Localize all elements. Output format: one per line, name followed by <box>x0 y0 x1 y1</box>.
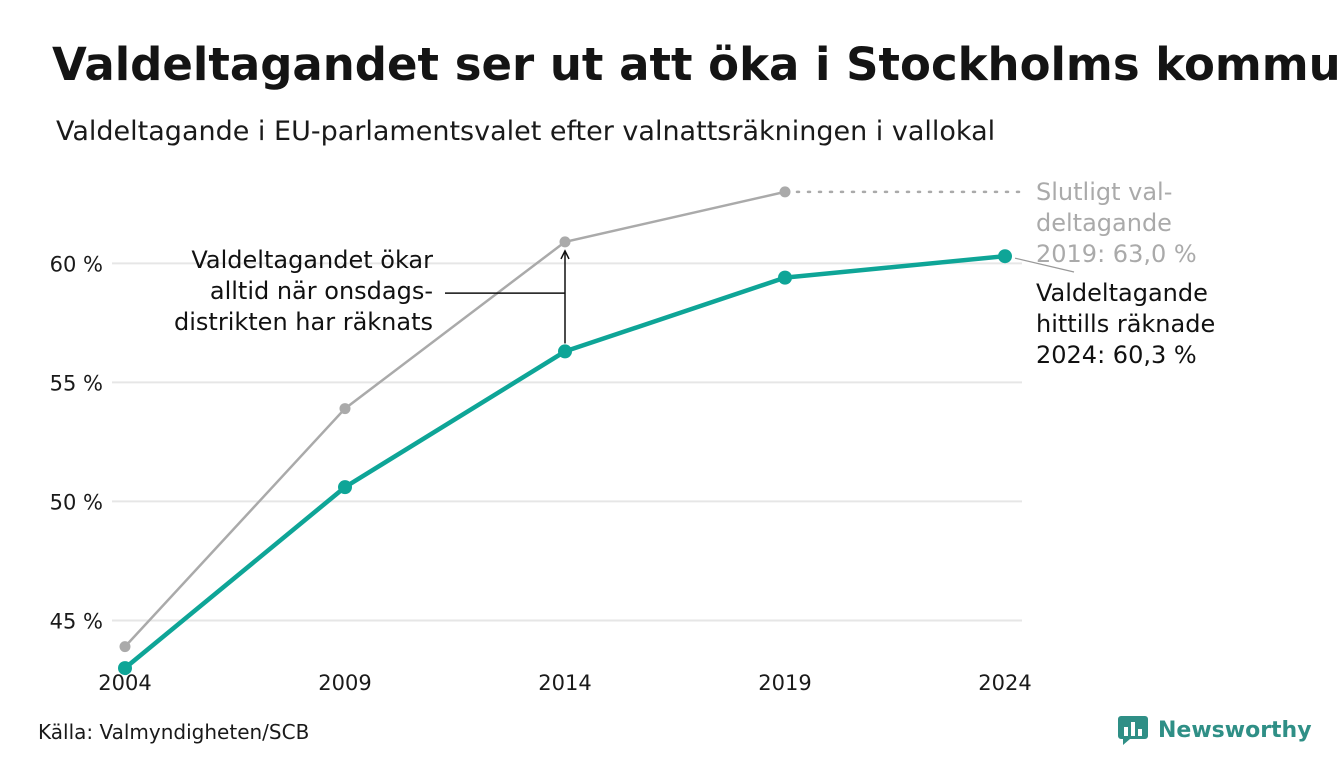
annotation-increase-text: Valdeltagandet ökar alltid när onsdags-di… <box>174 246 433 336</box>
final-turnout-point <box>119 641 131 653</box>
current-turnout-point <box>558 344 572 359</box>
final-turnout-point <box>339 403 351 415</box>
annotation-line: alltid när onsdags- <box>210 277 433 305</box>
final-turnout-label: Slutligt val-deltagande 2019: 63,0 % <box>1036 178 1197 268</box>
current-turnout-point <box>338 480 352 495</box>
brand: Newsworthy <box>1118 714 1312 746</box>
current-label-line: hittills räknade <box>1036 310 1215 338</box>
x-tick-label: 2014 <box>538 671 591 695</box>
current-turnout-label: Valdeltagande hittills räknade 2024: 60,3 … <box>1036 279 1215 369</box>
annotation-line: Valdeltagandet ökar <box>191 246 433 274</box>
x-tick-label: 2019 <box>758 671 811 695</box>
current-label-line: 2024: 60,3 % <box>1036 341 1197 369</box>
series-layer <box>118 186 1012 676</box>
y-tick-label: 45 % <box>50 609 103 633</box>
final-turnout-point <box>559 236 571 248</box>
final-label-line: 2019: 63,0 % <box>1036 240 1197 268</box>
annotation-line: distrikten har räknats <box>174 308 433 336</box>
final-turnout-line <box>124 190 786 648</box>
x-tick-label: 2009 <box>318 671 371 695</box>
newsworthy-logo-icon <box>1118 716 1148 745</box>
current-turnout-point <box>118 661 132 676</box>
current-label-line: Valdeltagande <box>1036 279 1208 307</box>
y-axis-tick-labels: 45 % 50 % 55 % 60 % <box>50 252 103 633</box>
y-tick-label: 50 % <box>50 490 103 514</box>
x-tick-label: 2024 <box>978 671 1031 695</box>
grid-lines <box>112 262 1022 622</box>
y-tick-label: 55 % <box>50 371 103 395</box>
chart-title: Valdeltagandet ser ut att öka i Stockhol… <box>52 38 1340 91</box>
chart-subtitle: Valdeltagande i EU-parlamentsvalet efter… <box>56 116 996 147</box>
current-label-connector <box>1014 257 1075 273</box>
annotation-layer: Valdeltagandet ökar alltid när onsdags-di… <box>174 178 1215 369</box>
final-label-line: Slutligt val- <box>1036 178 1172 206</box>
final-turnout-point <box>779 186 791 198</box>
source-note: Källa: Valmyndigheten/SCB <box>38 720 310 744</box>
current-turnout-point <box>998 249 1012 264</box>
difference-arrow-head-icon <box>560 249 570 260</box>
line-chart: 45 %50 %55 %60 % 2004 2009 2014 2019 2024 Va… <box>50 178 1216 695</box>
brand-name: Newsworthy <box>1158 717 1312 743</box>
x-axis-tick-labels: 2004 2009 2014 2019 2024 <box>98 671 1031 695</box>
y-tick-label: 60 % <box>50 252 103 276</box>
final-label-line: deltagande <box>1036 209 1172 237</box>
current-turnout-point <box>778 270 792 285</box>
